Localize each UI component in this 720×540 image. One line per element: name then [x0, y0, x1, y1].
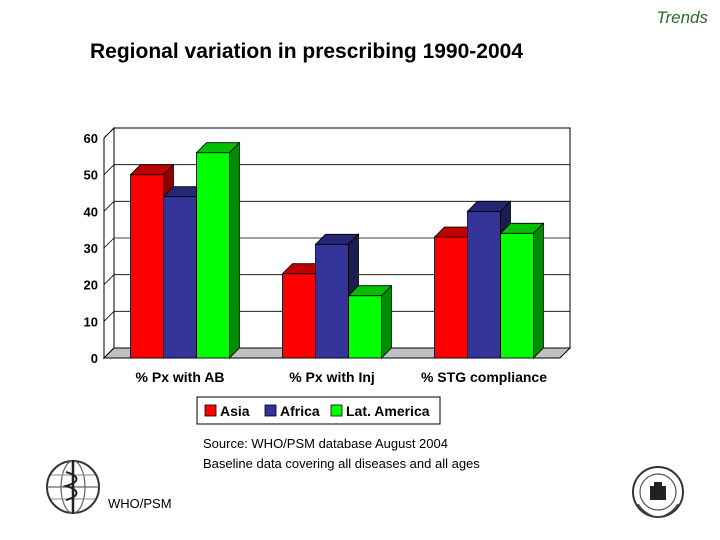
- legend-label-1: Asia: [220, 403, 250, 419]
- bar-3-1: [196, 152, 230, 359]
- chart-legend: Asia Africa Lat. America: [196, 396, 441, 425]
- source-line-1: Source: WHO/PSM database August 2004: [203, 436, 448, 451]
- gridline-diagonal: [103, 201, 115, 212]
- source-line-2: Baseline data covering all diseases and …: [203, 456, 480, 471]
- section-label: Trends: [656, 8, 708, 27]
- legend-swatch-2: [264, 404, 277, 417]
- y-tick-label: 40: [84, 204, 98, 219]
- bar-2-2: [315, 243, 349, 359]
- bar-1-2: [282, 273, 316, 359]
- bar-side-3-1: [229, 141, 240, 359]
- legend-box: [196, 396, 441, 425]
- gridline-diagonal: [103, 237, 115, 249]
- legend-swatch-3: [330, 404, 343, 417]
- bar-side-3-2: [381, 284, 392, 359]
- bar-side-3-3: [533, 222, 544, 359]
- x-tick-label: % Px with Inj: [289, 369, 375, 385]
- legend-swatch-1: [204, 404, 217, 417]
- un-emblem-icon: [632, 466, 684, 518]
- bar-1-1: [130, 174, 164, 359]
- page-title: Regional variation in prescribing 1990-2…: [90, 40, 523, 63]
- bar-3-2: [348, 295, 382, 359]
- legend-label-2: Africa: [280, 403, 320, 419]
- bar-2-1: [163, 196, 197, 359]
- who-emblem-icon: [46, 460, 100, 514]
- x-tick-label: % Px with AB: [136, 369, 225, 385]
- y-tick-label: 10: [84, 314, 98, 329]
- bar-3-3: [500, 232, 534, 359]
- y-tick-label: 50: [84, 168, 98, 183]
- gridline-diagonal: [103, 127, 115, 139]
- bar-2-3: [467, 210, 501, 359]
- y-tick-label: 20: [84, 278, 98, 293]
- bar-1-3: [434, 236, 468, 359]
- legend-label-3: Lat. America: [346, 403, 430, 419]
- source-note: Source: WHO/PSM database August 2004 Bas…: [203, 434, 480, 474]
- y-tick-label: 30: [84, 241, 98, 256]
- gridline-diagonal: [103, 311, 115, 322]
- y-tick-label: 60: [84, 131, 98, 146]
- org-label: WHO/PSM: [108, 496, 172, 511]
- gridline-diagonal: [103, 274, 115, 285]
- gridline-diagonal: [103, 164, 115, 175]
- x-tick-label: % STG compliance: [421, 369, 547, 385]
- y-tick-label: 0: [91, 351, 98, 366]
